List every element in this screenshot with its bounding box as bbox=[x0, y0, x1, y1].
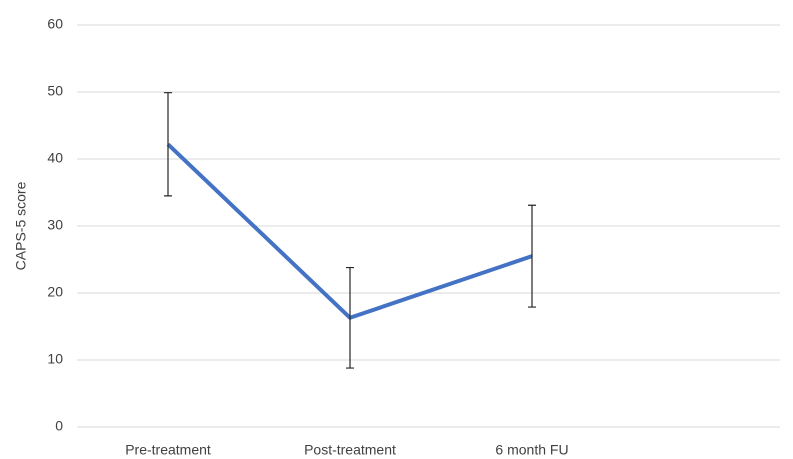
y-tick-label: 60 bbox=[47, 16, 63, 32]
error-bar bbox=[528, 204, 536, 308]
x-tick-label: Post-treatment bbox=[304, 442, 396, 458]
y-tick-label: 10 bbox=[47, 351, 63, 367]
y-tick-label: 40 bbox=[47, 150, 63, 166]
y-tick-label: 20 bbox=[47, 284, 63, 300]
x-tick-label: Pre-treatment bbox=[125, 442, 211, 458]
y-tick-label: 0 bbox=[55, 418, 63, 434]
error-bar bbox=[346, 266, 354, 369]
y-tick-label: 30 bbox=[47, 217, 63, 233]
error-bar bbox=[164, 92, 172, 197]
y-axis-label: CAPS-5 score bbox=[13, 181, 29, 270]
x-tick-label: 6 month FU bbox=[495, 442, 568, 458]
y-tick-label: 50 bbox=[47, 83, 63, 99]
